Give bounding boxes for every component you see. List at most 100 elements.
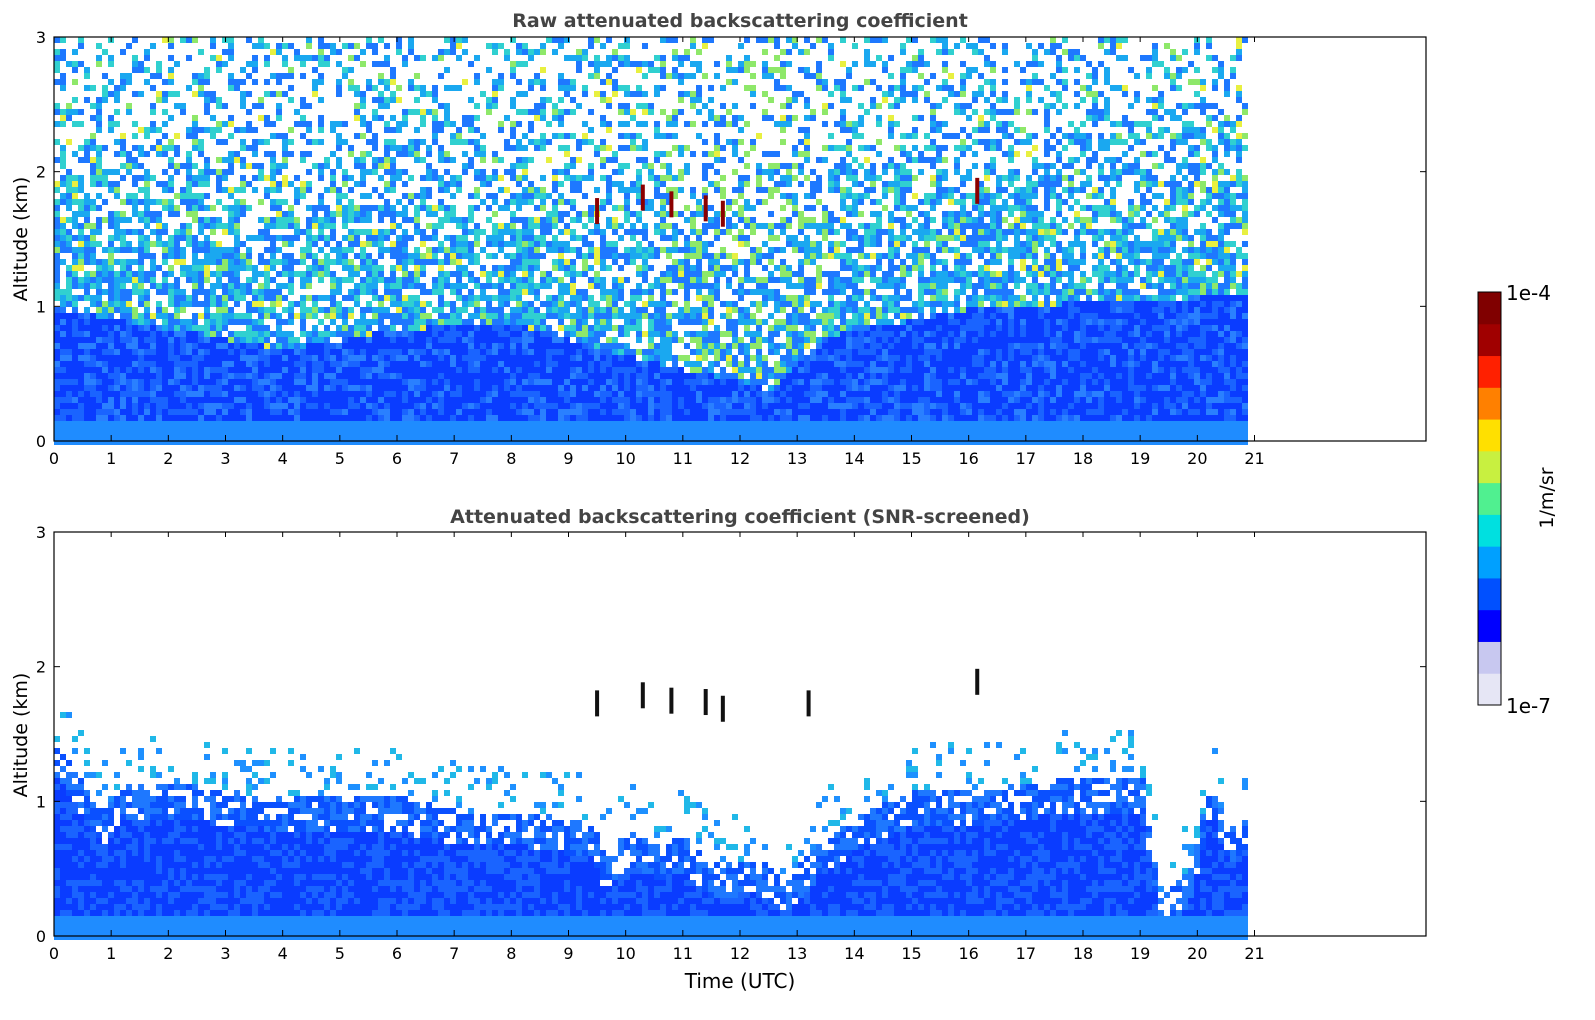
heatmap-cell <box>420 223 426 229</box>
heatmap-cell <box>342 301 348 307</box>
heatmap-cell <box>318 397 324 403</box>
heatmap-cell <box>348 373 354 379</box>
heatmap-cell <box>198 283 204 289</box>
heatmap-cell <box>282 271 288 277</box>
heatmap-cell <box>264 217 270 223</box>
heatmap-cell <box>78 379 84 385</box>
heatmap-cell <box>456 343 462 349</box>
heatmap-cell <box>366 259 372 265</box>
heatmap-cell <box>180 151 186 157</box>
heatmap-cell <box>432 433 438 439</box>
heatmap-cell <box>162 355 168 361</box>
heatmap-cell <box>330 109 336 115</box>
heatmap-cell <box>480 61 486 67</box>
heatmap-cell <box>102 343 108 349</box>
heatmap-cell <box>96 247 102 253</box>
heatmap-cell <box>288 133 294 139</box>
heatmap-cell <box>330 259 336 265</box>
heatmap-cell <box>162 211 168 217</box>
heatmap-cell <box>288 109 294 115</box>
heatmap-cell <box>132 289 138 295</box>
heatmap-cell <box>84 343 90 349</box>
heatmap-cell <box>168 421 174 427</box>
heatmap-cell <box>120 163 126 169</box>
heatmap-cell <box>102 421 108 427</box>
heatmap-cell <box>294 229 300 235</box>
heatmap-cell <box>168 163 174 169</box>
heatmap-cell <box>60 259 66 265</box>
heatmap-cell <box>474 391 480 397</box>
heatmap-cell <box>144 325 150 331</box>
heatmap-cell <box>414 415 420 421</box>
heatmap-cell <box>282 181 288 187</box>
heatmap-cell <box>468 151 474 157</box>
heatmap-cell <box>54 271 60 277</box>
heatmap-cell <box>126 211 132 217</box>
heatmap-cell <box>138 187 144 193</box>
heatmap-cell <box>90 247 96 253</box>
heatmap-cell <box>84 175 90 181</box>
heatmap-cell <box>60 127 66 133</box>
heatmap-cell <box>342 67 348 73</box>
heatmap-cell <box>270 205 276 211</box>
heatmap-cell <box>354 235 360 241</box>
heatmap-cell <box>294 205 300 211</box>
heatmap-cell <box>54 151 60 157</box>
heatmap-cell <box>228 313 234 319</box>
heatmap-cell <box>180 439 186 445</box>
heatmap-cell <box>216 61 222 67</box>
heatmap-cell <box>216 373 222 379</box>
heatmap-cell <box>216 361 222 367</box>
heatmap-cell <box>228 43 234 49</box>
heatmap-cell <box>60 439 66 445</box>
heatmap-cell <box>366 409 372 415</box>
heatmap-cell <box>54 295 60 301</box>
heatmap-cell <box>282 427 288 433</box>
heatmap-cell <box>318 109 324 115</box>
heatmap-cell <box>390 169 396 175</box>
heatmap-cell <box>186 199 192 205</box>
heatmap-cell <box>396 187 402 193</box>
heatmap-cell <box>84 55 90 61</box>
heatmap-cell <box>66 211 72 217</box>
heatmap-cell <box>414 343 420 349</box>
heatmap-cell <box>84 67 90 73</box>
heatmap-cell <box>474 415 480 421</box>
heatmap-cell <box>354 349 360 355</box>
heatmap-cell <box>264 193 270 199</box>
heatmap-cell <box>204 265 210 271</box>
heatmap-cell <box>372 379 378 385</box>
heatmap-cell <box>198 61 204 67</box>
heatmap-cell <box>138 325 144 331</box>
heatmap-cell <box>126 277 132 283</box>
heatmap-cell <box>270 85 276 91</box>
heatmap-cell <box>264 133 270 139</box>
heatmap-cell <box>192 277 198 283</box>
heatmap-cell <box>174 127 180 133</box>
heatmap-cell <box>228 151 234 157</box>
heatmap-cell <box>462 343 468 349</box>
heatmap-cell <box>402 169 408 175</box>
heatmap-cell <box>132 217 138 223</box>
heatmap-cell <box>150 385 156 391</box>
heatmap-cell <box>450 193 456 199</box>
heatmap-cell <box>330 337 336 343</box>
heatmap-cell <box>228 67 234 73</box>
heatmap-cell <box>210 349 216 355</box>
heatmap-cell <box>414 121 420 127</box>
heatmap-cell <box>372 373 378 379</box>
heatmap-cell <box>252 145 258 151</box>
heatmap-cell <box>102 43 108 49</box>
heatmap-cell <box>474 49 480 55</box>
heatmap-cell <box>204 361 210 367</box>
heatmap-cell <box>240 337 246 343</box>
heatmap-cell <box>282 133 288 139</box>
heatmap-cell <box>228 409 234 415</box>
heatmap-cell <box>294 433 300 439</box>
heatmap-cell <box>96 139 102 145</box>
heatmap-cell <box>330 403 336 409</box>
heatmap-cell <box>366 163 372 169</box>
heatmap-cell <box>138 199 144 205</box>
heatmap-cell <box>474 247 480 253</box>
heatmap-cell <box>192 61 198 67</box>
